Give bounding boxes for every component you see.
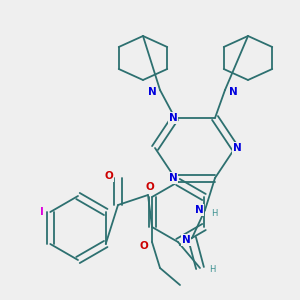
Text: N: N bbox=[148, 87, 156, 97]
Text: O: O bbox=[105, 171, 113, 181]
Text: H: H bbox=[211, 208, 217, 217]
Text: O: O bbox=[140, 241, 148, 251]
Text: O: O bbox=[146, 182, 154, 192]
Text: I: I bbox=[40, 207, 44, 217]
Text: N: N bbox=[232, 143, 242, 153]
Text: H: H bbox=[209, 266, 215, 274]
Text: N: N bbox=[182, 235, 190, 245]
Text: N: N bbox=[169, 113, 177, 123]
Text: N: N bbox=[169, 173, 177, 183]
Text: N: N bbox=[229, 87, 237, 97]
Text: N: N bbox=[195, 205, 203, 215]
